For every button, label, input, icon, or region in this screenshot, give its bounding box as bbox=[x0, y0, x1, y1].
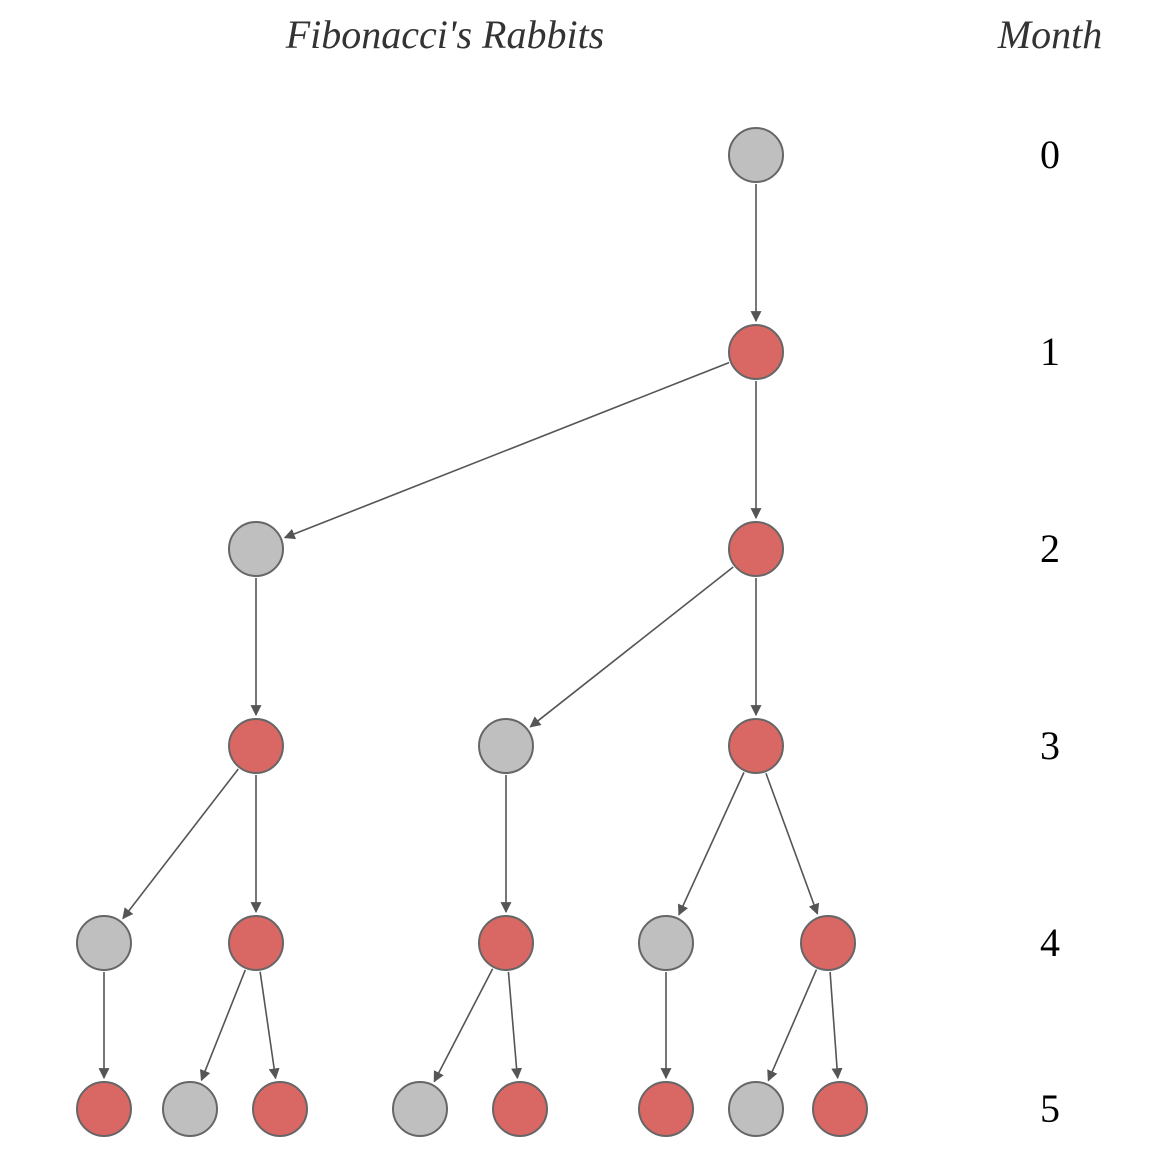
nodes-group bbox=[77, 128, 867, 1136]
young-rabbit-node bbox=[479, 719, 533, 773]
month-label: 0 bbox=[1040, 132, 1060, 177]
mature-rabbit-node bbox=[479, 916, 533, 970]
tree-edge bbox=[285, 363, 729, 538]
month-label: 1 bbox=[1040, 329, 1060, 374]
tree-edge bbox=[679, 772, 744, 914]
mature-rabbit-node bbox=[729, 719, 783, 773]
tree-edge bbox=[508, 972, 517, 1078]
young-rabbit-node bbox=[163, 1082, 217, 1136]
young-rabbit-node bbox=[77, 916, 131, 970]
mature-rabbit-node bbox=[77, 1082, 131, 1136]
month-label: 2 bbox=[1040, 526, 1060, 571]
young-rabbit-node bbox=[729, 128, 783, 182]
tree-edge bbox=[830, 972, 838, 1078]
mature-rabbit-node bbox=[729, 325, 783, 379]
young-rabbit-node bbox=[729, 1082, 783, 1136]
mature-rabbit-node bbox=[493, 1082, 547, 1136]
mature-rabbit-node bbox=[253, 1082, 307, 1136]
edges-group bbox=[104, 184, 838, 1081]
tree-edge bbox=[201, 970, 245, 1080]
mature-rabbit-node bbox=[229, 719, 283, 773]
month-label: 4 bbox=[1040, 920, 1060, 965]
mature-rabbit-node bbox=[229, 916, 283, 970]
mature-rabbit-node bbox=[729, 522, 783, 576]
tree-edge bbox=[768, 970, 816, 1081]
month-header: Month bbox=[997, 12, 1102, 57]
young-rabbit-node bbox=[229, 522, 283, 576]
mature-rabbit-node bbox=[801, 916, 855, 970]
tree-edge bbox=[434, 969, 492, 1082]
mature-rabbit-node bbox=[639, 1082, 693, 1136]
young-rabbit-node bbox=[393, 1082, 447, 1136]
diagram-title: Fibonacci's Rabbits bbox=[285, 12, 605, 57]
tree-edge bbox=[766, 773, 817, 914]
fibonacci-tree-diagram: Fibonacci's Rabbits Month 0 1 2 3 4 5 bbox=[0, 0, 1152, 1162]
tree-edge bbox=[123, 769, 238, 918]
month-label: 3 bbox=[1040, 723, 1060, 768]
month-label: 5 bbox=[1040, 1086, 1060, 1131]
tree-edge bbox=[260, 972, 275, 1079]
mature-rabbit-node bbox=[813, 1082, 867, 1136]
tree-edge bbox=[530, 567, 733, 727]
young-rabbit-node bbox=[639, 916, 693, 970]
